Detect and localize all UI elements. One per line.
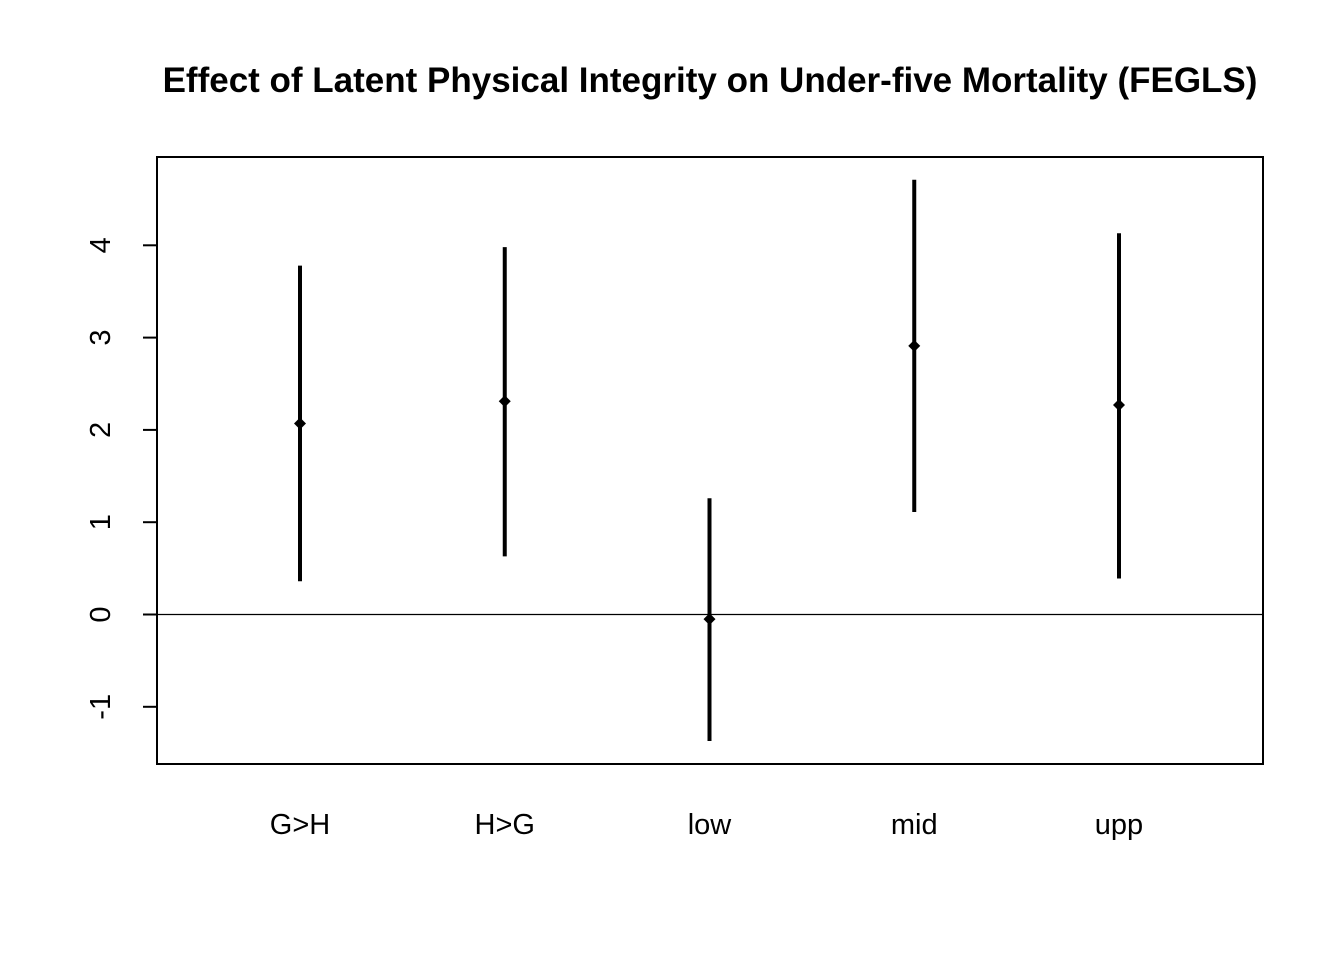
estimate-point: [703, 613, 716, 626]
y-tick-label: 2: [85, 422, 117, 438]
estimate-point: [1113, 398, 1125, 411]
y-tick-label: 4: [85, 237, 117, 253]
estimate-point: [908, 339, 921, 352]
plot-area: -1 0 1 2 3 4 G>H H>G low mid upp: [85, 156, 1264, 841]
x-tick-label: low: [688, 809, 733, 841]
y-tick-label: -1: [85, 694, 117, 720]
x-tick-label: G>H: [270, 809, 330, 841]
estimate-point: [294, 417, 306, 430]
x-tick-label: H>G: [475, 809, 535, 841]
y-tick-label: 1: [85, 514, 117, 530]
estimate-point: [498, 395, 511, 408]
x-tick-label: mid: [891, 809, 938, 841]
x-tick-label: upp: [1095, 809, 1143, 841]
plot-frame: [156, 156, 1264, 765]
y-tick-label: 0: [85, 606, 117, 622]
y-tick-label: 3: [85, 330, 117, 346]
chart-title: Effect of Latent Physical Integrity on U…: [163, 61, 1258, 100]
